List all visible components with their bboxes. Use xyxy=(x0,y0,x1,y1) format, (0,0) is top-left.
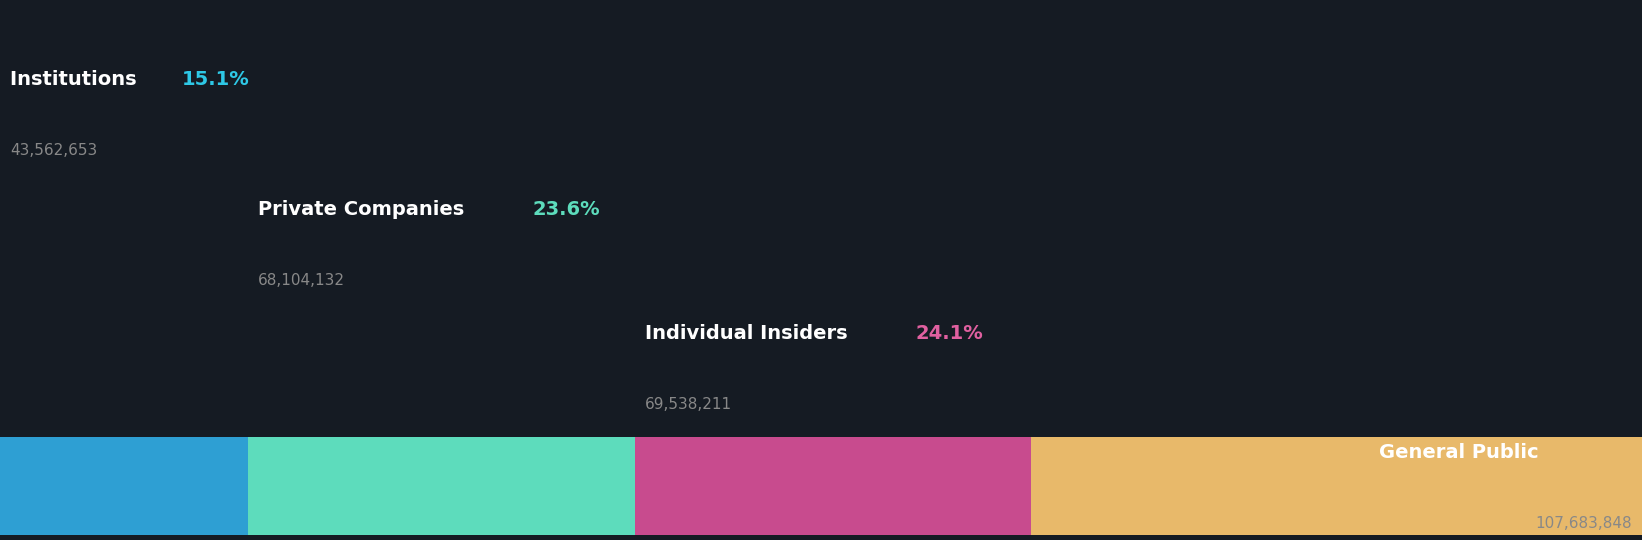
Text: General Public: General Public xyxy=(1379,443,1545,462)
Bar xyxy=(635,437,1031,535)
Text: Private Companies: Private Companies xyxy=(258,200,471,219)
Text: 23.6%: 23.6% xyxy=(532,200,601,219)
Text: Institutions: Institutions xyxy=(10,70,143,89)
Bar xyxy=(0,437,248,535)
Text: 37.3%: 37.3% xyxy=(1565,443,1632,462)
Text: 24.1%: 24.1% xyxy=(916,324,984,343)
Text: 107,683,848: 107,683,848 xyxy=(1535,516,1632,531)
Bar xyxy=(248,437,635,535)
Bar xyxy=(1031,437,1642,535)
Text: Individual Insiders: Individual Insiders xyxy=(645,324,855,343)
Text: 15.1%: 15.1% xyxy=(182,70,250,89)
Text: 69,538,211: 69,538,211 xyxy=(645,397,732,412)
Text: 43,562,653: 43,562,653 xyxy=(10,143,97,158)
Text: 68,104,132: 68,104,132 xyxy=(258,273,345,288)
